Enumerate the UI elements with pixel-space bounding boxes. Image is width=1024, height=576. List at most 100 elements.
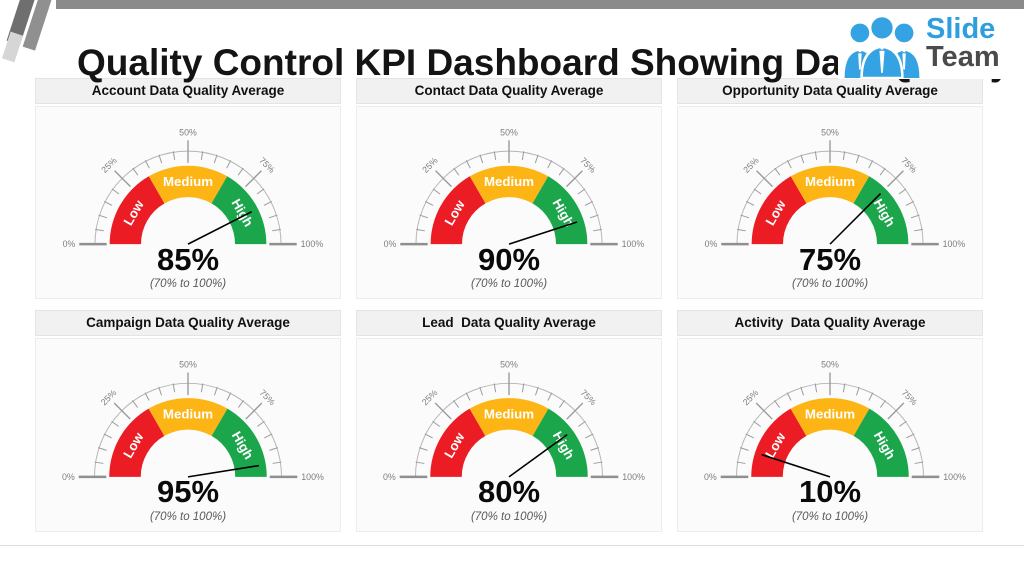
gauge-body: Low Medium High 0% 25% 50% 75% 100% 80% (70% to… (356, 338, 662, 532)
gauge-value: 85% (156, 241, 220, 277)
gauge-range-note: (70% to 100%) (791, 510, 869, 523)
logo-text-slide: Slide (926, 13, 996, 46)
gauge-range-note: (70% to 100%) (470, 277, 548, 290)
gauge-tick-label: 50% (179, 360, 197, 370)
gauge-range-note: (70% to 100%) (470, 510, 548, 523)
gauge-needle (508, 433, 568, 478)
gauge-major-tick (113, 402, 131, 420)
gauge-minor-tick (737, 228, 746, 232)
gauge-minor-tick (144, 392, 150, 401)
gauge-minor-tick (745, 201, 755, 206)
gauge-zone-low (109, 176, 165, 245)
gauge-minor-tick (855, 154, 860, 164)
gauge-minor-tick (415, 461, 425, 464)
gauge-minor-tick (94, 461, 104, 464)
footer-divider (0, 545, 1024, 546)
gauge-zone-medium (469, 398, 549, 436)
gauge-minor-tick (493, 151, 497, 161)
gauge-minor-tick (493, 383, 497, 393)
gauge-zone-label: Medium (484, 406, 534, 421)
gauge-body: Low Medium High 0% 25% 50% 75% 100% 95% (70% to… (35, 338, 341, 532)
gauge-minor-tick (418, 447, 428, 451)
gauge-minor-tick (213, 154, 218, 164)
gauge-minor-tick (786, 160, 792, 169)
gauge-minor-tick (158, 154, 163, 164)
gauge-minor-tick (416, 228, 425, 232)
gauge-minor-tick (535, 386, 539, 396)
gauge-minor-tick (906, 433, 915, 439)
gauge-minor-tick (584, 201, 594, 206)
gauge-tick-label: 100% (943, 239, 966, 249)
gauge-minor-tick (814, 383, 818, 393)
gauge-minor-tick (786, 392, 792, 401)
gauge-minor-tick (800, 154, 805, 164)
gauge-minor-tick (774, 167, 781, 176)
gauge-minor-tick (158, 386, 162, 396)
gauge-panel-lead: Lead Data Quality Average Low Medium High 0… (356, 310, 662, 532)
gauge-minor-tick (547, 392, 553, 401)
gauge-minor-tick (534, 154, 539, 164)
gauge-minor-tick (453, 167, 460, 176)
gauge-minor-tick (257, 420, 265, 427)
gauge-minor-tick (453, 400, 460, 408)
gauge-title: Opportunity Data Quality Average (677, 78, 983, 104)
gauge-zone-medium (148, 165, 228, 204)
gauge-major-tick (245, 170, 262, 188)
gauge-minor-tick (111, 420, 119, 427)
gauge-value: 90% (477, 241, 541, 277)
corner-stripe-light (1, 31, 24, 63)
gauge-major-tick (566, 170, 583, 188)
gauge-minor-tick (590, 447, 600, 451)
gauge-range-note: (70% to 100%) (149, 277, 227, 290)
gauge-needle (829, 193, 882, 245)
gauge-zone-medium (790, 165, 870, 204)
gauge-minor-tick (558, 400, 565, 408)
gauge-minor-tick (424, 433, 433, 439)
gauge-major-tick (245, 402, 263, 420)
gauge-major-tick (114, 170, 131, 188)
gauge-zone-low (109, 408, 165, 477)
gauge-minor-tick (868, 160, 874, 169)
gauge-zone-high (853, 408, 909, 477)
gauge-zone-medium (469, 165, 549, 204)
gauge-needle (508, 221, 578, 245)
slideteam-logo: Slide Team (838, 9, 1014, 79)
gauge-zone-label: Medium (484, 174, 534, 189)
gauge-tick-label: 50% (500, 127, 518, 137)
gauge-zone-label: Medium (163, 406, 213, 421)
gauge-tick-label: 50% (821, 360, 839, 370)
gauge-zone-high (532, 176, 588, 245)
gauge-range-note: (70% to 100%) (791, 277, 869, 290)
gauge-minor-tick (172, 383, 176, 393)
gauge-minor-tick (911, 447, 921, 451)
gauge-zone-low (751, 176, 807, 245)
gauge-tick-label: 50% (500, 360, 518, 370)
gauge-minor-tick (593, 228, 602, 232)
gauge-minor-tick (814, 151, 818, 161)
gauge-value: 95% (156, 474, 220, 510)
gauge-minor-tick (465, 392, 471, 401)
gauge-minor-tick (272, 228, 281, 232)
gauge-minor-tick (419, 214, 429, 219)
gauge-major-tick (435, 170, 452, 188)
gauge-minor-tick (237, 400, 244, 408)
gauge-minor-tick (521, 383, 525, 393)
gauge-body: Low Medium High 0% 25% 50% 75% 100% 75% (70% to… (677, 106, 983, 299)
gauge-tick-label: 50% (821, 127, 839, 137)
gauge-minor-tick (432, 420, 440, 427)
gauge-minor-tick (905, 201, 915, 206)
gauge-panel-campaign: Campaign Data Quality Average Low Medium H… (35, 310, 341, 532)
gauge-panel-opportunity: Opportunity Data Quality Average Low Medi… (677, 78, 983, 299)
gauge-minor-tick (910, 214, 920, 219)
gauge-minor-tick (268, 214, 278, 219)
gauge-minor-tick (424, 201, 434, 206)
gauge-minor-tick (914, 461, 924, 464)
gauge-zone-label: Medium (805, 406, 855, 421)
gauge-minor-tick (237, 167, 244, 176)
gauge-minor-tick (269, 447, 279, 451)
gauge-minor-tick (263, 201, 273, 206)
gauge-zone-medium (790, 398, 870, 436)
